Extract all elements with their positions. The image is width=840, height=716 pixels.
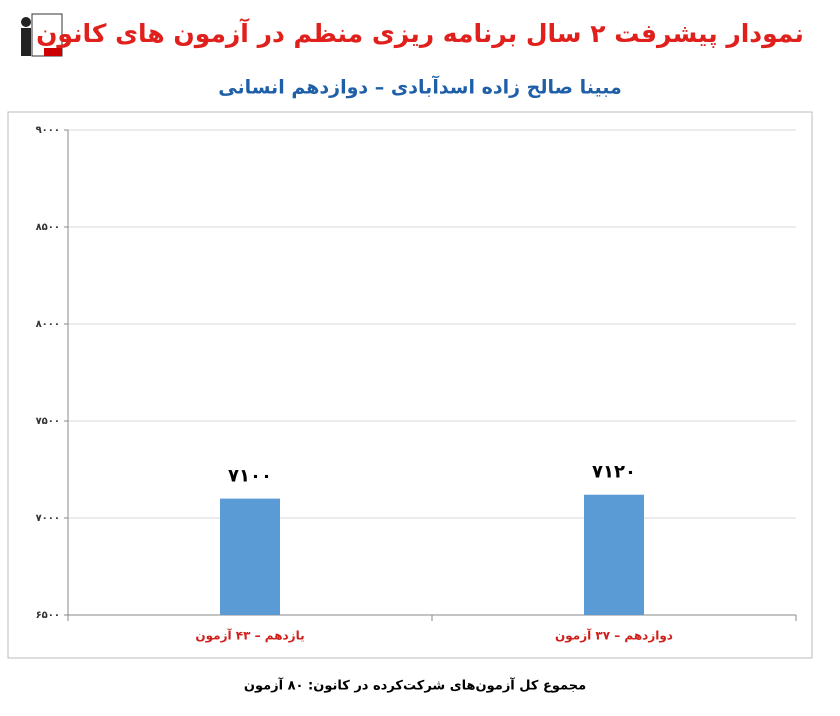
y-tick-label: ۸۰۰۰ bbox=[36, 319, 60, 330]
x-tick-label: یازدهم – ۴۳ آزمون bbox=[195, 628, 304, 644]
data-label: ۷۱۰۰ bbox=[228, 466, 272, 487]
y-tick-label: ۷۰۰۰ bbox=[36, 513, 60, 524]
chart-subtitle: مبینا صالح زاده اسدآبادی – دوازدهم انسان… bbox=[218, 75, 622, 99]
y-tick-label: ۸۵۰۰ bbox=[36, 222, 60, 233]
footer-note: مجموع کل آزمون‌های شرکت‌کرده در کانون: ۸… bbox=[244, 677, 586, 694]
chart-title: نمودار پیشرفت ۲ سال برنامه ریزی منظم در … bbox=[36, 18, 804, 49]
y-tick-label: ۹۰۰۰ bbox=[36, 125, 60, 136]
logo bbox=[21, 13, 63, 57]
bar bbox=[220, 498, 280, 615]
x-tick-label: دوازدهم – ۳۷ آزمون bbox=[555, 628, 673, 644]
chart-frame bbox=[7, 111, 813, 659]
data-label: ۷۱۲۰ bbox=[592, 462, 636, 483]
bar bbox=[584, 494, 644, 615]
y-tick-label: ۷۵۰۰ bbox=[36, 416, 60, 427]
y-tick-label: ۶۵۰۰ bbox=[36, 610, 60, 621]
